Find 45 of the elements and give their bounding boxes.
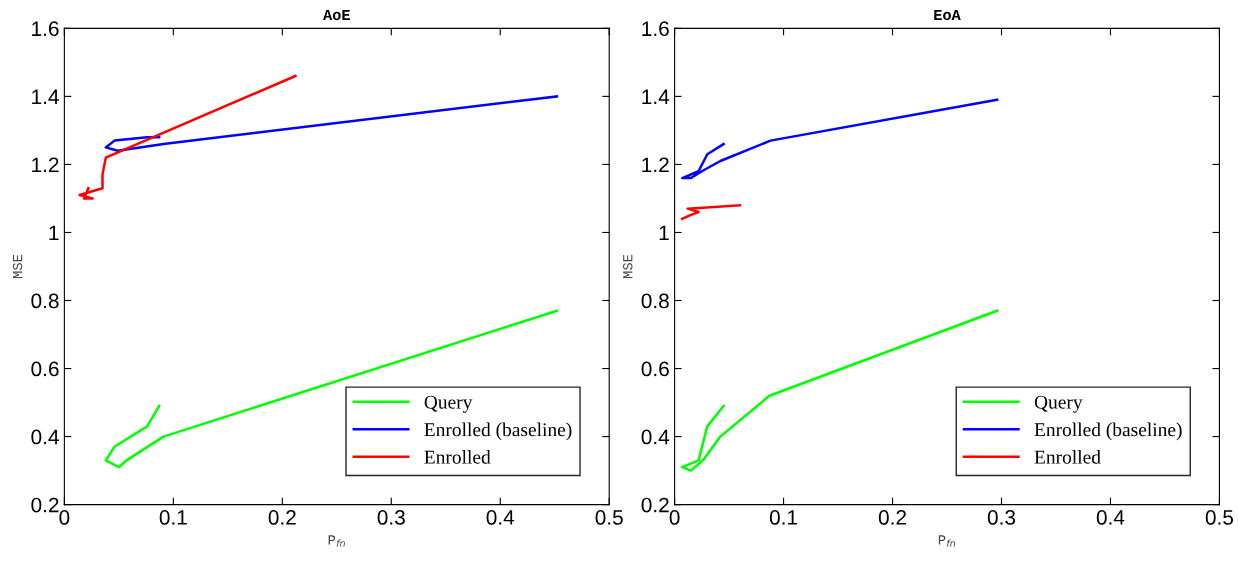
y-tick-label: 0.2 [31,497,59,513]
legend-label: Query [424,395,473,413]
y-tick-label: 1.2 [32,157,59,172]
y-tick-label: 1.6 [642,21,669,37]
chart-title: AoE [323,9,350,21]
y-axis-title: MSE [623,254,633,279]
y-tick-label: 0.6 [31,361,59,377]
y-tick-label: 1.6 [32,21,59,37]
x-tick-label: 0.1 [769,510,798,525]
x-axis-title: P$_{fn}$ [938,535,956,547]
y-tick-label: 0.8 [31,293,59,309]
y-tick-label: 1.2 [642,157,669,172]
y-tick-label: 0.4 [31,429,59,445]
x-tick-label: 0 [669,510,680,525]
x-tick-label: 0.1 [159,510,187,525]
x-tick-label: 0.3 [987,510,1016,525]
y-tick-label: 0.4 [641,429,670,445]
x-tick-label: 0 [59,510,70,525]
legend-label: Enrolled (baseline) [1034,422,1182,441]
chart-title: EoA [934,9,961,21]
y-tick-label: 1 [659,225,669,241]
x-tick-label: 0.3 [377,510,405,525]
line-series [78,74,297,200]
y-tick-label: 1.4 [642,89,670,104]
x-tick-label: 0.5 [595,510,623,525]
y-axis-title: MSE [12,254,23,279]
line-series [680,204,742,221]
y-tick-label: 0.2 [641,497,669,513]
legend-label: Enrolled [1034,450,1101,464]
legend-label: Enrolled [424,450,491,464]
x-tick-label: 0.2 [268,510,296,525]
line-series [680,309,999,472]
x-tick-label: 0.5 [1205,510,1234,525]
y-tick-label: 1.4 [32,89,59,104]
x-tick-label: 0.2 [878,510,906,525]
line-series [104,95,559,153]
x-tick-label: 0.4 [1096,510,1125,525]
x-axis-title: P$_{fn}$ [328,535,345,547]
x-tick-label: 0.4 [486,510,515,525]
y-tick-label: 1 [49,225,59,241]
y-tick-label: 0.8 [641,293,669,309]
y-tick-label: 0.6 [641,361,669,377]
legend-label: Enrolled (baseline) [424,422,572,441]
legend-label: Query [1034,395,1083,413]
line-series [680,98,999,180]
